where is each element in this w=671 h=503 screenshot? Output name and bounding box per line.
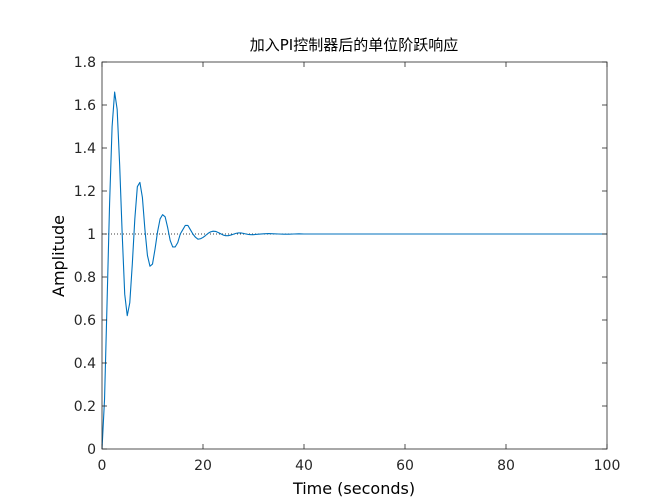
- x-tick-label: 0: [98, 458, 107, 474]
- y-ticks: 0 0.2 0.4 0.6 0.8 1 1.2 1.4 1.6 1.8: [74, 55, 607, 458]
- x-ticks: 0 20 40 60 80 100: [98, 62, 621, 474]
- x-tick-label: 40: [295, 458, 313, 474]
- x-tick-label: 100: [594, 458, 621, 474]
- x-tick-label: 80: [497, 458, 515, 474]
- x-tick-label: 20: [194, 458, 212, 474]
- series-layer: [101, 91, 607, 450]
- y-tick-label: 0: [87, 442, 96, 458]
- chart-title: 加入PI控制器后的单位阶跃响应: [250, 36, 458, 54]
- y-tick-label: 0.6: [74, 313, 96, 329]
- axes-box: [101, 61, 608, 450]
- y-tick-label: 0.8: [74, 270, 96, 286]
- x-tick-label: 60: [396, 458, 414, 474]
- y-tick-label: 1: [87, 227, 96, 243]
- x-axis-label: Time (seconds): [292, 479, 415, 498]
- y-tick-label: 1.8: [74, 55, 96, 71]
- y-axis-label: Amplitude: [49, 215, 68, 297]
- y-tick-label: 0.4: [74, 356, 96, 372]
- y-tick-label: 0.2: [74, 399, 96, 415]
- step-response-line: [101, 91, 607, 450]
- y-tick-label: 1.2: [74, 184, 96, 200]
- plot-area: [102, 62, 607, 449]
- y-tick-label: 1.6: [74, 98, 96, 114]
- y-tick-label: 1.4: [74, 141, 96, 157]
